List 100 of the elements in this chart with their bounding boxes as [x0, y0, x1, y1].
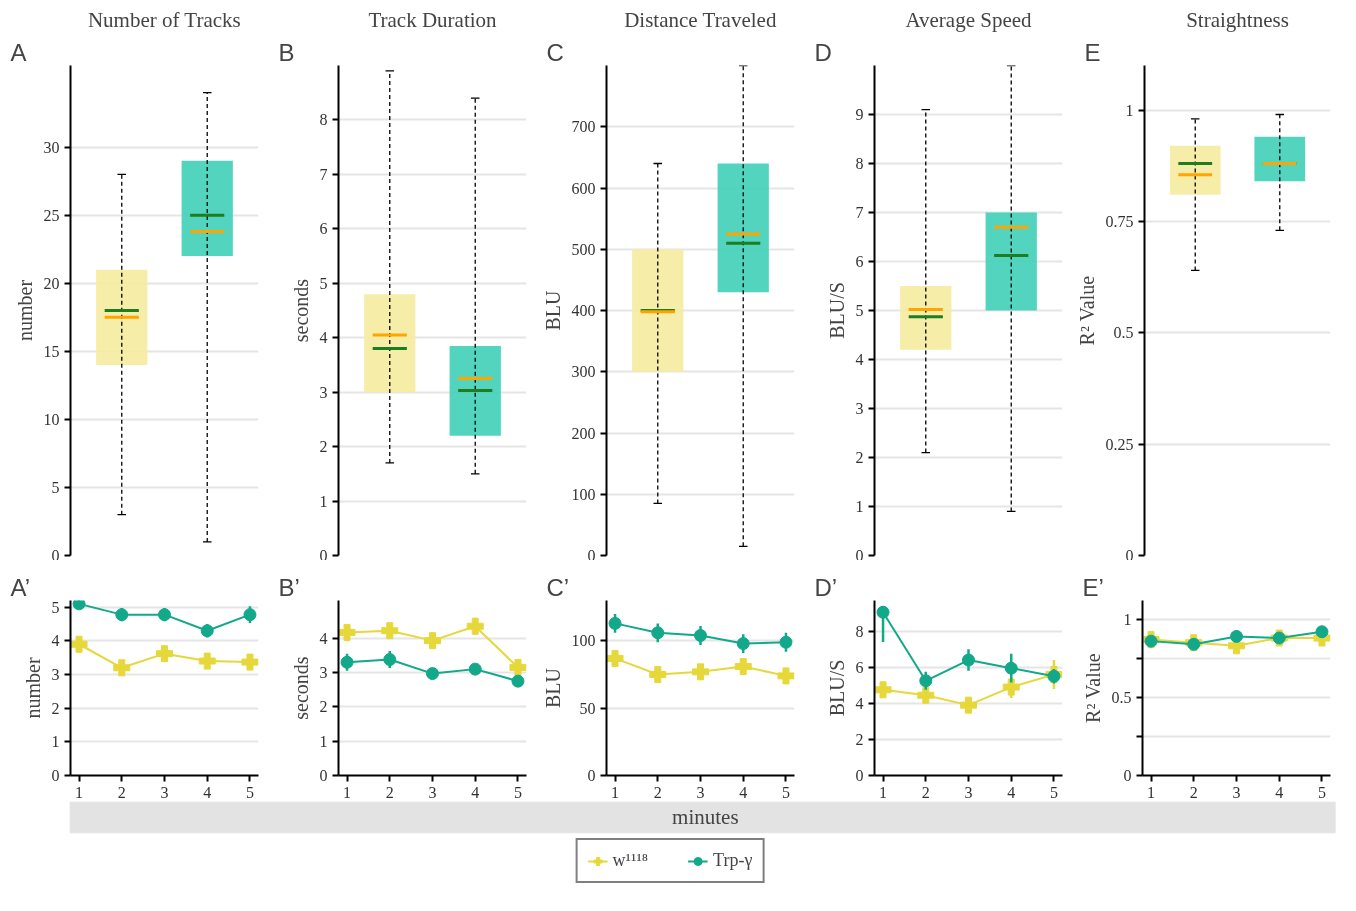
chart-title: Straightness	[1186, 7, 1289, 32]
y-tick-label: 200	[571, 424, 596, 442]
y-axis-title: BLU	[541, 289, 564, 331]
x-tick-label: 1	[611, 783, 620, 801]
y-tick-label: 0	[587, 546, 596, 564]
chart-title: Average Speed	[905, 7, 1033, 32]
y-tick-label: 6	[319, 220, 328, 238]
x-tick-label: 3	[1232, 783, 1241, 801]
y-tick-label: 0	[1125, 546, 1134, 564]
y-tick-label: 2	[319, 698, 328, 716]
x-tick-label: 3	[696, 783, 705, 801]
y-tick-label: 0.5	[1111, 688, 1132, 706]
y-tick-label: 3	[319, 664, 328, 682]
y-axis-title: seconds	[289, 278, 312, 343]
x-tick-label: 4	[1275, 783, 1284, 801]
y-tick-label: 4	[51, 632, 60, 650]
x-tick-label: 3	[428, 783, 437, 801]
legend-label: Trp-γ	[713, 850, 753, 871]
text: E’	[1082, 573, 1104, 601]
y-tick-label: 1	[319, 492, 328, 510]
y-tick-label: 300	[571, 363, 596, 381]
y-axis-title: R² Value	[1075, 275, 1098, 346]
y-axis-title: BLU/S	[825, 659, 848, 717]
y-tick-label: 3	[319, 383, 328, 401]
chart-title: Distance Traveled	[624, 7, 777, 32]
chart-title: Number of Tracks	[87, 7, 241, 32]
text: D’	[814, 573, 838, 601]
y-axis-title: number	[21, 657, 44, 719]
text: A’	[10, 573, 31, 601]
y-tick-label: 7	[319, 165, 328, 183]
x-tick-label: 1	[75, 783, 84, 801]
y-tick-label: 0	[855, 767, 864, 784]
chart-title: Track Duration	[368, 7, 498, 32]
y-tick-label: 0.25	[1105, 435, 1134, 453]
y-tick-label: 2	[855, 730, 864, 748]
y-tick-label: 500	[571, 240, 596, 258]
y-tick-label: 100	[571, 632, 596, 650]
y-tick-label: 0	[587, 767, 596, 784]
text: A	[10, 38, 27, 66]
legend-label: w¹¹¹⁸	[612, 850, 649, 871]
y-tick-label: 4	[855, 351, 864, 368]
y-tick-label: 30	[43, 138, 60, 156]
y-tick-label: 50	[579, 699, 596, 717]
y-axis-title: number	[13, 279, 36, 342]
x-tick-label: 3	[160, 783, 169, 801]
x-tick-label: 5	[245, 783, 254, 801]
y-tick-label: 0	[319, 546, 328, 564]
y-tick-label: 7	[855, 204, 864, 221]
x-tick-label: 3	[964, 783, 973, 801]
y-axis-title: BLU/S	[825, 282, 848, 339]
y-tick-label: 8	[319, 111, 328, 129]
y-tick-label: 6	[855, 253, 864, 270]
y-tick-label: 9	[855, 106, 864, 123]
y-tick-label: 4	[855, 694, 864, 712]
y-tick-label: 0	[51, 546, 60, 564]
y-axis-title: R² Value	[1081, 653, 1104, 723]
y-tick-label: 100	[571, 485, 596, 503]
x-tick-label: 5	[513, 783, 522, 801]
y-tick-label: 0	[1123, 767, 1132, 784]
y-tick-label: 6	[855, 658, 864, 676]
y-tick-label: 0	[855, 546, 864, 564]
text: D	[814, 38, 832, 66]
x-tick-label: 2	[117, 783, 126, 801]
x-tick-label: 4	[1007, 783, 1016, 801]
y-tick-label: 1	[855, 498, 864, 515]
x-tick-label: 4	[471, 783, 480, 801]
y-tick-label: 8	[855, 155, 864, 172]
x-tick-label: 5	[1049, 783, 1058, 801]
y-axis-title: BLU	[541, 667, 564, 708]
y-tick-label: 5	[51, 598, 60, 616]
y-tick-label: 600	[571, 179, 596, 197]
text: C’	[546, 573, 570, 601]
y-tick-label: 1	[51, 733, 60, 751]
y-tick-label: 0	[319, 767, 328, 784]
x-tick-label: 2	[385, 783, 394, 801]
x-tick-label: 2	[921, 783, 930, 801]
text: E	[1084, 38, 1101, 66]
y-tick-label: 3	[855, 400, 864, 417]
x-tick-label: 5	[781, 783, 790, 801]
y-tick-label: 15	[43, 342, 60, 360]
text: B	[278, 38, 295, 66]
y-tick-label: 5	[51, 478, 60, 496]
text: B’	[278, 573, 300, 601]
y-tick-label: 2	[51, 699, 60, 717]
y-tick-label: 400	[571, 302, 596, 319]
x-tick-label: 2	[1189, 783, 1198, 801]
x-tick-label: 1	[879, 783, 888, 801]
x-tick-label: 1	[343, 783, 352, 801]
y-tick-label: 5	[855, 302, 864, 319]
y-tick-label: 1	[1125, 101, 1134, 119]
x-tick-label: 4	[739, 783, 748, 801]
y-tick-label: 8	[855, 622, 864, 640]
y-tick-label: 1	[1123, 610, 1132, 628]
text: C	[546, 38, 564, 66]
x-tick-label: 4	[203, 783, 212, 801]
y-axis-title: seconds	[289, 656, 312, 720]
y-tick-label: 1	[319, 732, 328, 750]
x-tick-label: 5	[1317, 783, 1326, 801]
y-tick-label: 0	[51, 767, 60, 784]
x-axis-title: minutes	[672, 805, 739, 830]
